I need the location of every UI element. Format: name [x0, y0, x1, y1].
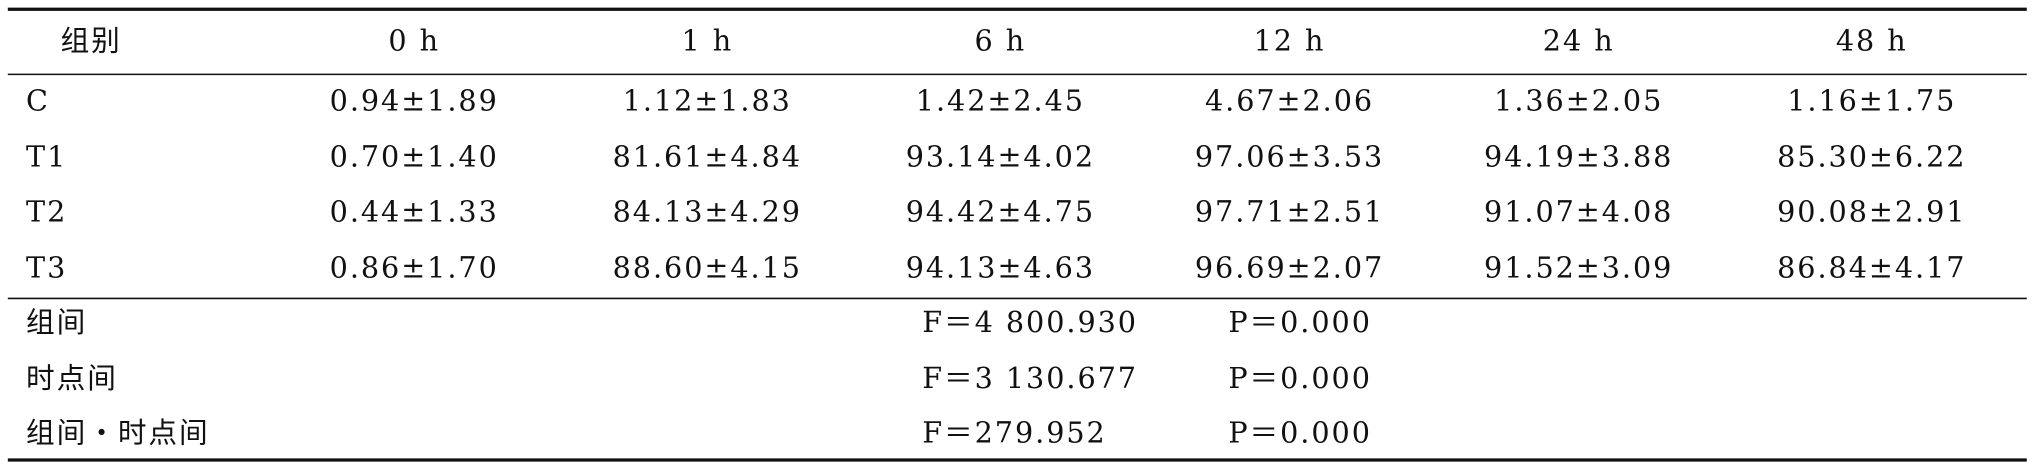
cell: 91.52±3.09: [1484, 250, 1673, 284]
p-value: P＝0.000: [1228, 416, 1372, 450]
row-label: T2: [26, 194, 67, 228]
row-label: C: [26, 84, 50, 118]
row-label: T1: [26, 140, 67, 174]
stat-label: 组间・时点间: [26, 416, 210, 450]
cell: 0.94±1.89: [330, 84, 499, 118]
row-label: T3: [26, 250, 67, 284]
cell: 90.08±2.91: [1777, 194, 1966, 228]
stat-label: 组间: [26, 305, 87, 339]
header-cell: 1 h: [681, 24, 733, 58]
cell: 4.67±2.06: [1205, 84, 1374, 118]
cell: 0.44±1.33: [330, 194, 499, 228]
cell: 0.70±1.40: [330, 140, 499, 174]
cell: 97.71±2.51: [1195, 194, 1384, 228]
cell: 0.86±1.70: [330, 250, 499, 284]
header-cell: 0 h: [388, 24, 440, 58]
cell: 84.13±4.29: [613, 194, 802, 228]
cell: 96.69±2.07: [1195, 250, 1384, 284]
cell: 93.14±4.02: [906, 140, 1095, 174]
header-cell: 组别: [61, 24, 122, 58]
header-cell: 12 h: [1254, 24, 1326, 58]
cell: 1.12±1.83: [623, 84, 792, 118]
cell: 85.30±6.22: [1777, 140, 1966, 174]
cell: 1.16±1.75: [1787, 84, 1956, 118]
f-statistic: F＝4 800.930: [922, 305, 1138, 339]
cell: 94.19±3.88: [1484, 140, 1673, 174]
p-value: P＝0.000: [1228, 305, 1372, 339]
header-cell: 48 h: [1836, 24, 1908, 58]
cell: 94.42±4.75: [906, 194, 1095, 228]
cell: 91.07±4.08: [1484, 194, 1673, 228]
cell: 97.06±3.53: [1195, 140, 1384, 174]
cell: 1.42±2.45: [916, 84, 1085, 118]
p-value: P＝0.000: [1228, 361, 1372, 395]
f-statistic: F＝279.952: [922, 416, 1107, 450]
stat-label: 时点间: [26, 361, 118, 395]
cell: 86.84±4.17: [1777, 250, 1966, 284]
header-cell: 24 h: [1543, 24, 1615, 58]
cell: 94.13±4.63: [906, 250, 1095, 284]
cell: 81.61±4.84: [613, 140, 802, 174]
f-statistic: F＝3 130.677: [922, 361, 1138, 395]
cell: 1.36±2.05: [1494, 84, 1663, 118]
cell: 88.60±4.15: [613, 250, 802, 284]
header-cell: 6 h: [975, 24, 1027, 58]
